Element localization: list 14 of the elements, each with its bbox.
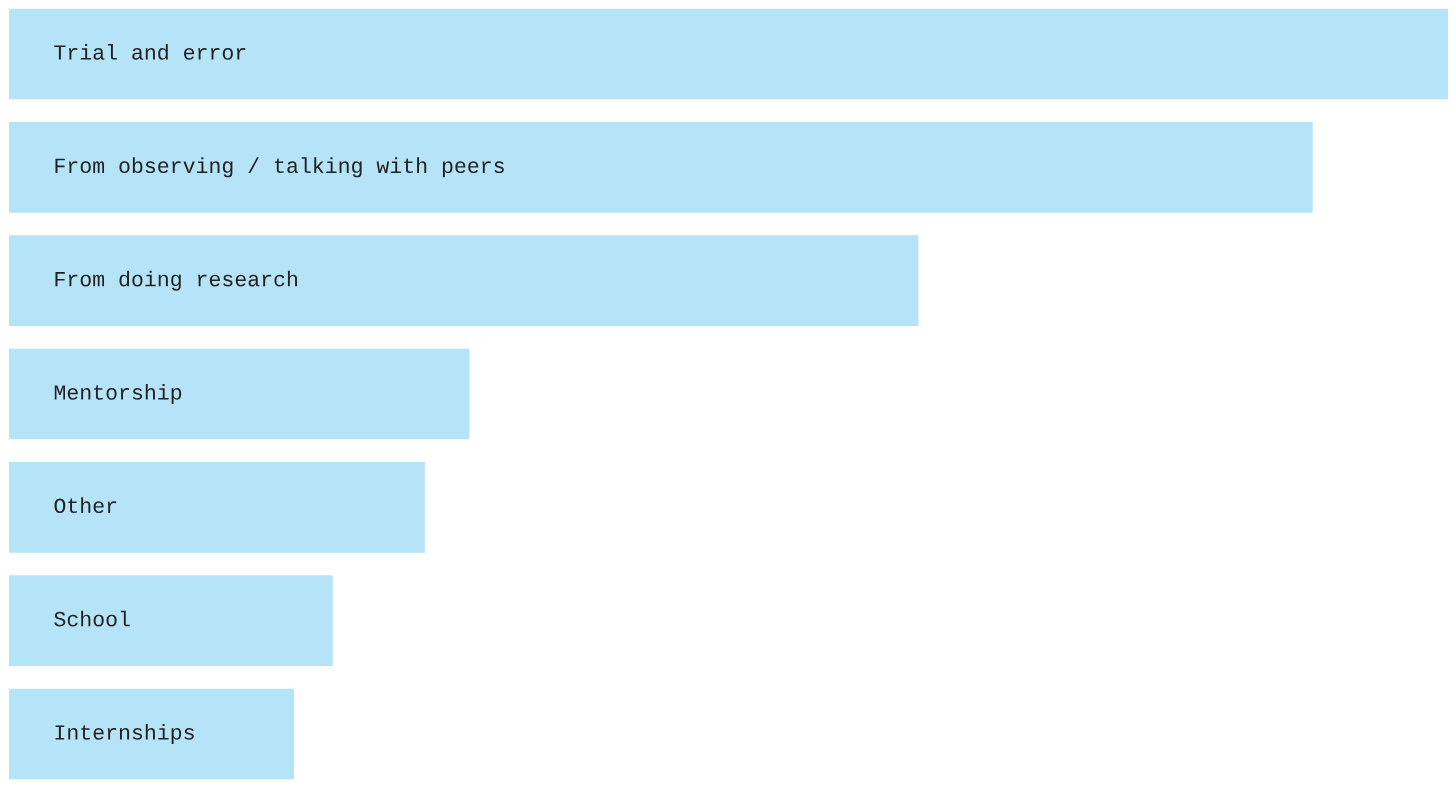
y-tick-label: From doing research: [55, 270, 298, 291]
bar: [9, 8, 1448, 100]
bar: [9, 575, 333, 666]
y-tick-label: School: [54, 610, 130, 627]
bar: [9, 122, 1313, 213]
bar: [9, 462, 425, 553]
bar: [9, 348, 470, 440]
y-tick-label: Other: [54, 497, 117, 514]
y-tick-label: Mentorship: [54, 383, 182, 405]
bar: [9, 688, 294, 780]
y-tick-label: Trial and error: [54, 43, 246, 60]
y-tick-label: Internships: [55, 723, 194, 745]
bar: [9, 235, 919, 326]
y-tick-label: From observing / talking with peers: [55, 157, 504, 178]
